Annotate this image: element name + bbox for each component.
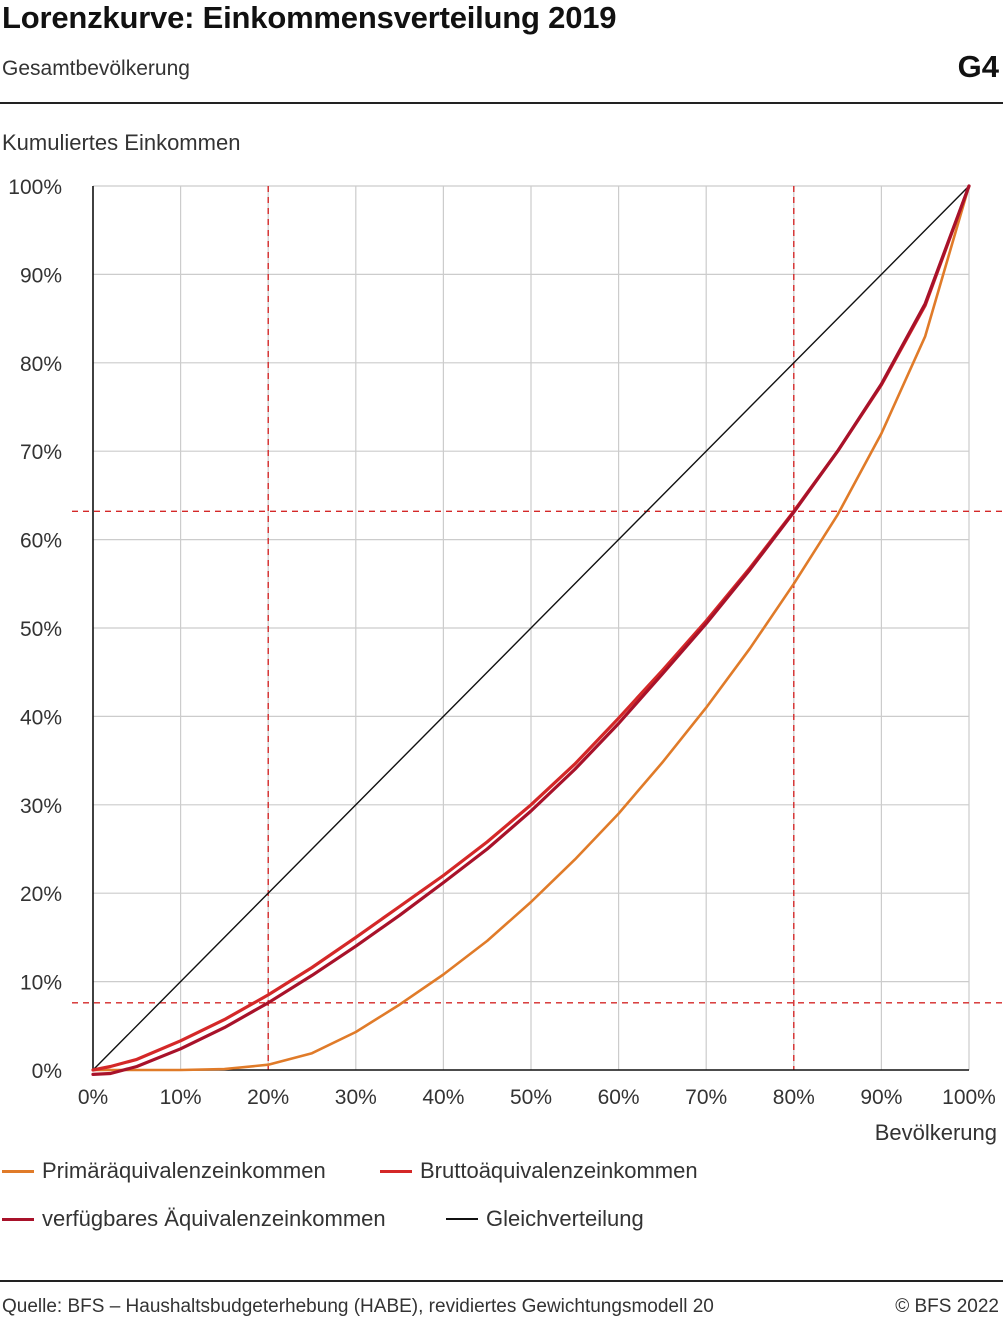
x-tick-label: 10% [160, 1086, 202, 1109]
x-tick-label: 0% [78, 1086, 108, 1109]
figure-id: G4 [957, 49, 999, 84]
chart-subtitle: Gesamtbevölkerung [2, 57, 190, 80]
y-tick-label: 20% [20, 883, 62, 906]
x-tick-label: 40% [422, 1086, 464, 1109]
legend-swatch-primaer [2, 1169, 34, 1173]
series-line-prim-r-quivalenzeinkommen [91, 184, 971, 1072]
top-divider [0, 102, 1003, 104]
y-tick-label: 90% [20, 264, 62, 287]
lorenz-chart: 0% 10% 20% 30% 40% 50% 60% 70% 80% 90% 100% 0% 10% 20… [8, 176, 1003, 1145]
y-axis-label: Kumuliertes Einkommen [2, 130, 241, 155]
y-tick-label: 50% [20, 618, 62, 641]
legend-swatch-verfuegbar [2, 1217, 34, 1221]
legend-label-verfuegbar: verfügbares Äquivalenzeinkommen [42, 1206, 386, 1231]
y-tick-label: 0% [32, 1060, 62, 1083]
copyright-note: © BFS 2022 [895, 1296, 999, 1317]
legend-item-primaer: Primäräquivalenzeinkommen [2, 1158, 326, 1184]
legend-item-gleich: Gleichverteilung [446, 1206, 644, 1232]
series-line-verf-gbares-quivalenzeinkommen [91, 184, 971, 1077]
legend-swatch-gleich [446, 1218, 478, 1220]
x-tick-label: 90% [860, 1086, 902, 1109]
legend-swatch-brutto [380, 1169, 412, 1173]
y-tick-label: 40% [20, 706, 62, 729]
y-tick-label: 60% [20, 530, 62, 553]
y-tick-label: 30% [20, 795, 62, 818]
legend-label-gleich: Gleichverteilung [486, 1206, 644, 1231]
x-axis-label: Bevölkerung [875, 1120, 997, 1145]
legend-item-verfuegbar: verfügbares Äquivalenzeinkommen [2, 1206, 386, 1232]
series-line-gleichverteilung [92, 185, 970, 1071]
legend-item-brutto: Bruttoäquivalenzeinkommen [380, 1158, 698, 1184]
y-tick-label: 80% [20, 353, 62, 376]
chart-title: Lorenzkurve: Einkommensverteilung 2019 [2, 0, 617, 35]
x-tick-label: 60% [598, 1086, 640, 1109]
y-tick-label: 100% [8, 176, 62, 199]
bottom-divider [0, 1280, 1003, 1282]
source-note: Quelle: BFS – Haushaltsbudgeterhebung (H… [2, 1296, 714, 1317]
y-tick-label: 70% [20, 441, 62, 464]
y-tick-label: 10% [20, 972, 62, 995]
x-tick-label: 80% [773, 1086, 815, 1109]
x-tick-label: 20% [247, 1086, 289, 1109]
x-tick-label: 30% [335, 1086, 377, 1109]
legend-label-primaer: Primäräquivalenzeinkommen [42, 1158, 326, 1183]
x-tick-label: 70% [685, 1086, 727, 1109]
x-tick-label: 100% [942, 1086, 996, 1109]
legend-label-brutto: Bruttoäquivalenzeinkommen [420, 1158, 698, 1183]
x-tick-label: 50% [510, 1086, 552, 1109]
